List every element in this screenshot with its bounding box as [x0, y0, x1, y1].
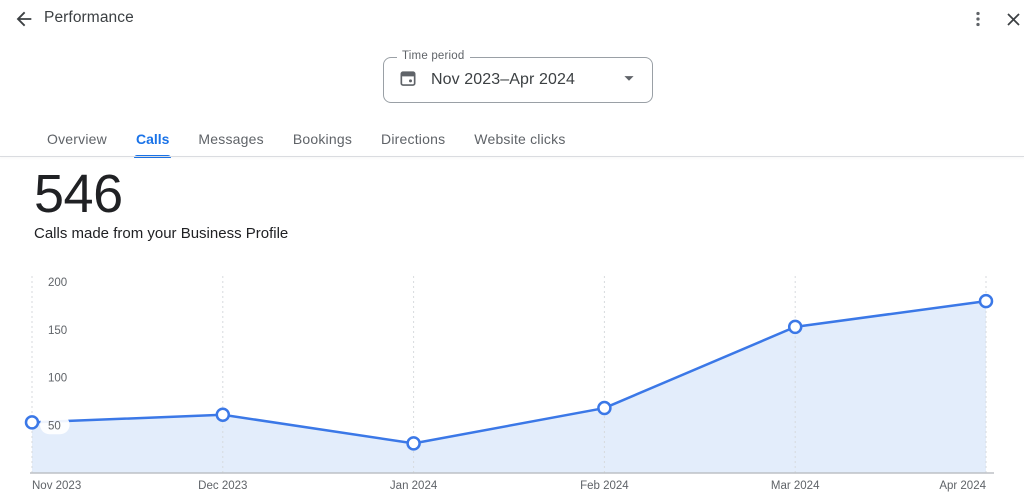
time-period-value: Nov 2023–Apr 2024: [431, 71, 576, 88]
x-axis-label: Nov 2023: [32, 480, 82, 492]
tab-bookings[interactable]: Bookings: [292, 131, 353, 147]
x-axis-label: Apr 2024: [939, 480, 986, 492]
tab-website-clicks[interactable]: Website clicks: [474, 131, 566, 147]
calls-chart: 50 100 150 200 Nov 2023 Dec 2023 Jan 2024 Feb …: [0, 268, 1024, 500]
tab-directions[interactable]: Directions: [381, 131, 446, 147]
tab-overview[interactable]: Overview: [47, 131, 107, 147]
svg-text:100: 100: [48, 373, 67, 385]
x-axis-label: Feb 2024: [580, 480, 629, 492]
back-button[interactable]: [12, 7, 36, 31]
arrow-left-icon: [13, 8, 35, 30]
x-axis-label: Mar 2024: [770, 480, 820, 492]
x-axis-label: Dec 2023: [198, 480, 248, 492]
kebab-menu-icon: [968, 9, 988, 29]
close-icon: [1003, 9, 1024, 30]
svg-text:150: 150: [48, 325, 67, 337]
caret-down-icon: [618, 67, 640, 94]
time-period-label: Time period: [397, 50, 470, 62]
tab-bar: Overview Calls Messages Bookings Directions W…: [47, 131, 566, 158]
metric-value: 546: [34, 164, 123, 224]
svg-text:200: 200: [48, 277, 67, 289]
page-title: Performance: [44, 9, 134, 26]
tab-messages[interactable]: Messages: [198, 131, 264, 147]
close-button[interactable]: [1001, 7, 1024, 31]
calendar-icon: [398, 68, 418, 93]
tab-calls[interactable]: Calls: [133, 132, 172, 158]
x-axis-label: Jan 2024: [389, 480, 438, 492]
header: Performance: [0, 0, 1024, 40]
calls-chart-canvas: 50 100 150 200: [24, 272, 994, 474]
x-axis: Nov 2023 Dec 2023 Jan 2024 Feb 2024 Mar 2024…: [0, 480, 1024, 496]
tabs-divider: [0, 156, 1024, 157]
metric-description: Calls made from your Business Profile: [34, 225, 289, 242]
overflow-menu-button[interactable]: [966, 7, 990, 31]
svg-text:50: 50: [48, 420, 61, 432]
time-period-field[interactable]: Time period Nov 2023–Apr 2024: [383, 50, 653, 103]
